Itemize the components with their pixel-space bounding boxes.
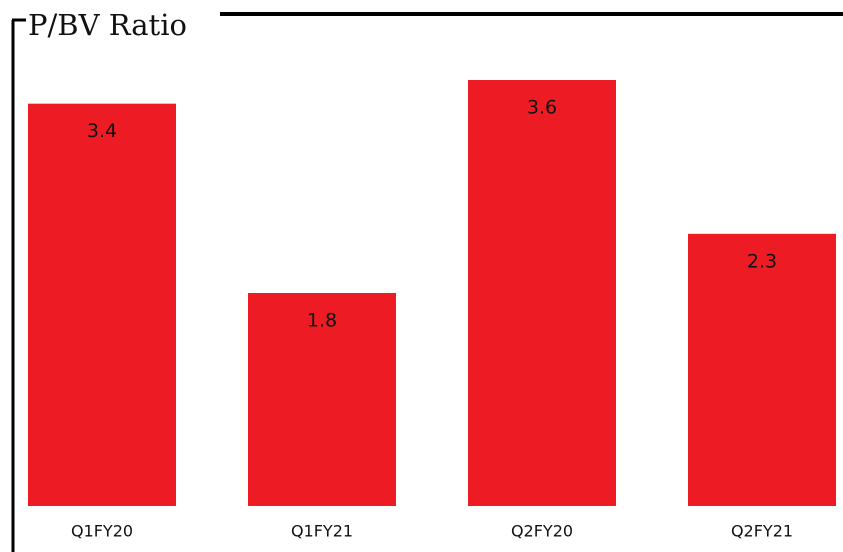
bar <box>248 293 396 506</box>
chart-title: P/BV Ratio <box>28 8 187 42</box>
value-label: 3.6 <box>527 97 557 119</box>
x-tick-label: Q1FY21 <box>291 522 353 541</box>
bar <box>28 103 176 507</box>
bar <box>468 80 616 506</box>
x-tick-label: Q1FY20 <box>71 522 133 541</box>
x-tick-label: Q2FY20 <box>511 522 573 541</box>
value-label: 2.3 <box>747 250 777 272</box>
value-label: 3.4 <box>87 120 117 142</box>
bar <box>688 233 836 507</box>
x-tick-label: Q2FY21 <box>731 522 793 541</box>
value-label: 1.8 <box>307 310 337 332</box>
